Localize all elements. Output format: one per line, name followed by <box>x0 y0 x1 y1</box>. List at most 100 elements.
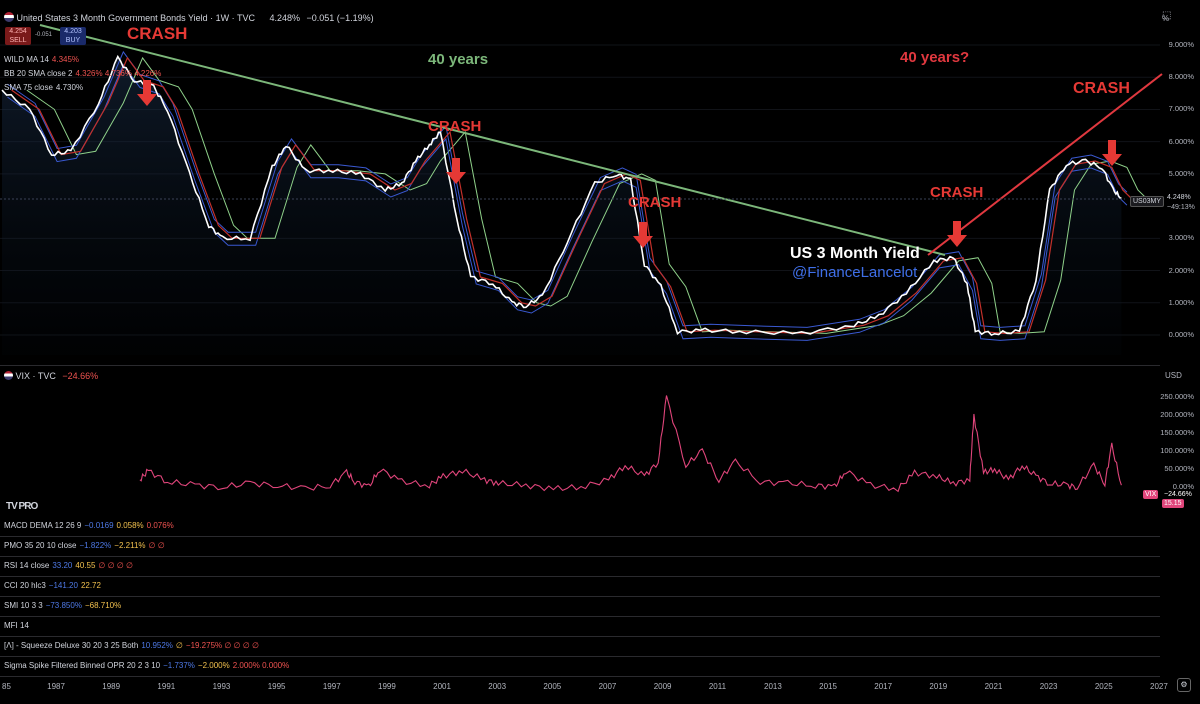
indicator-row[interactable]: Sigma Spike Filtered Binned OPR 20 2 3 1… <box>4 661 289 670</box>
time-axis-tick: 1993 <box>212 682 231 691</box>
crash-label-1990: CRASH <box>127 24 188 43</box>
indicator-value: −141.20 <box>48 581 78 590</box>
price-axis-tick: 3.000% <box>1168 233 1194 243</box>
last-value: 4.248% <box>269 13 301 23</box>
overlay-item[interactable]: WILD MA 14 4.345% <box>4 55 79 64</box>
currency-label: % <box>1162 14 1170 23</box>
spread-value: -0.051 <box>35 32 53 38</box>
vix-symbol-tag: VIX <box>1143 490 1159 499</box>
indicator-row[interactable]: PMO 35 20 10 close −1.822% −2.211% ∅ ∅ <box>4 541 165 550</box>
indicator-row[interactable]: MACD DEMA 12 26 9 −0.0169 0.058% 0.076% <box>4 521 174 530</box>
indicator-name: RSI 14 close <box>4 561 50 570</box>
time-axis-tick: 1997 <box>322 682 341 691</box>
series-title-label: US 3 Month Yield <box>790 245 920 262</box>
crash-arrow-icon <box>947 221 967 247</box>
price-axis-tick: 6.000% <box>1168 136 1194 146</box>
vix-axis-tick: 100.000% <box>1160 446 1194 455</box>
time-axis-tick: 2017 <box>874 682 893 691</box>
indicator-row[interactable]: CCI 20 hlc3 −141.20 22.72 <box>4 581 101 590</box>
indicator-row[interactable]: MFI 14 <box>4 621 29 630</box>
bb-lower-band <box>7 63 1128 341</box>
time-axis-tick: 2027 <box>1150 682 1168 691</box>
price-area-fill <box>2 57 1122 356</box>
indicator-value: 40.55 <box>75 561 96 570</box>
indicator-separator <box>0 576 1160 577</box>
price-axis-tick: 7.000% <box>1168 104 1194 114</box>
time-axis-tick: 2005 <box>543 682 562 691</box>
crash-arrows <box>137 80 1122 248</box>
indicator-row[interactable]: [Λ] - Squeeze Deluxe 30 20 3 25 Both 10.9… <box>4 641 259 650</box>
symbol-flag-icon[interactable] <box>4 12 14 22</box>
indicator-separator <box>0 596 1160 597</box>
indicator-name: [Λ] - Squeeze Deluxe 30 20 3 25 Both <box>4 641 139 650</box>
last-price-tag: 4.248% <box>1167 194 1191 201</box>
time-axis-tick: 1987 <box>47 682 65 691</box>
time-axis-separator <box>0 676 1160 677</box>
pane-separator-vix[interactable] <box>0 365 1160 366</box>
indicator-row[interactable]: RSI 14 close 33.20 40.55 ∅ ∅ ∅ ∅ <box>4 561 133 570</box>
overlay-value: 4.730% <box>55 83 84 92</box>
vix-axis-tick: 250.000% <box>1160 392 1194 401</box>
crash-label-2026: CRASH <box>1073 80 1130 97</box>
indicator-value: 22.72 <box>80 581 101 590</box>
countdown-tag: ~49:13% <box>1167 204 1195 211</box>
indicator-separator <box>0 616 1160 617</box>
sell-button[interactable]: 4.254 SELL <box>5 27 31 45</box>
vix-line <box>139 395 1122 493</box>
indicator-value: −73.850% <box>45 601 82 610</box>
crash-label-2020: CRASH <box>930 184 984 201</box>
indicator-name: MFI 14 <box>4 621 29 630</box>
indicator-name: Sigma Spike Filtered Binned OPR 20 2 3 1… <box>4 661 161 670</box>
buy-button[interactable]: 4.203 BUY <box>60 27 86 45</box>
indicator-value: ∅ <box>175 641 183 650</box>
time-axis-tick: 2003 <box>488 682 507 691</box>
indicator-name: CCI 20 hlc3 <box>4 581 46 590</box>
indicator-value: 0.076% <box>146 521 174 530</box>
indicator-row[interactable]: SMI 10 3 3 −73.850% −68.710% <box>4 601 121 610</box>
tv-logo: TV PRO <box>6 501 38 512</box>
time-axis-tick: 1989 <box>102 682 121 691</box>
price-axis-tick: 1.000% <box>1168 297 1194 307</box>
vix-title[interactable]: VIX · TVC <box>15 371 56 381</box>
overlay-value: 4.345% <box>51 55 80 64</box>
time-axis-tick: 2023 <box>1039 682 1058 691</box>
indicator-value: ∅ ∅ ∅ ∅ <box>98 561 133 570</box>
sma-75-line <box>26 56 1147 334</box>
sell-label: SELL <box>9 37 27 44</box>
buy-price: 4.203 <box>64 28 82 35</box>
indicator-value: −2.000% <box>197 661 230 670</box>
vix-header: VIX · TVC −24.66% <box>4 371 98 381</box>
indicator-value: −2.211% <box>114 541 146 550</box>
overlay-item[interactable]: BB 20 SMA close 2 4.326% 4.736% 4.226% <box>4 69 161 78</box>
time-axis-tick: 1991 <box>157 682 176 691</box>
handle-label: @FinanceLancelot <box>792 264 918 281</box>
indicator-value: 10.952% <box>141 641 173 650</box>
indicator-value: ∅ ∅ <box>148 541 165 550</box>
settings-gear-icon[interactable]: ⚙ <box>1177 678 1191 692</box>
forty-years-label: 40 years <box>428 51 489 68</box>
trendline-40-years-question[interactable] <box>927 73 1163 256</box>
trendline-40-years[interactable] <box>39 24 946 256</box>
crash-arrow-icon <box>446 158 466 184</box>
chart-header: United States 3 Month Government Bonds Y… <box>4 12 374 23</box>
chart-title[interactable]: United States 3 Month Government Bonds Y… <box>16 13 255 23</box>
vix-axis-tick: 0.00% <box>1172 482 1194 491</box>
overlay-item[interactable]: SMA 75 close 4.730% <box>4 83 83 92</box>
change-value: −0.051 (−1.19%) <box>306 13 374 23</box>
overlay-name: BB 20 SMA close 2 <box>4 69 73 78</box>
time-axis-tick: 2001 <box>433 682 451 691</box>
vix-value-tag: −24.66% <box>1164 491 1192 498</box>
crash-arrow-icon <box>137 80 157 106</box>
time-axis-tick: 85 <box>2 682 11 691</box>
indicator-value: −1.737% <box>163 661 195 670</box>
price-axis-tick: 5.000% <box>1168 168 1194 178</box>
time-axis-tick: 2021 <box>984 682 1003 691</box>
price-axis-tick: 9.000% <box>1168 40 1194 49</box>
time-axis-tick: 1999 <box>378 682 396 691</box>
indicator-name: SMI 10 3 3 <box>4 601 43 610</box>
indicator-separator <box>0 556 1160 557</box>
sell-price: 4.254 <box>9 28 27 35</box>
price-axis-tick: 0.000% <box>1168 330 1194 339</box>
maximize-icon[interactable]: ⬚ <box>1162 10 1172 21</box>
